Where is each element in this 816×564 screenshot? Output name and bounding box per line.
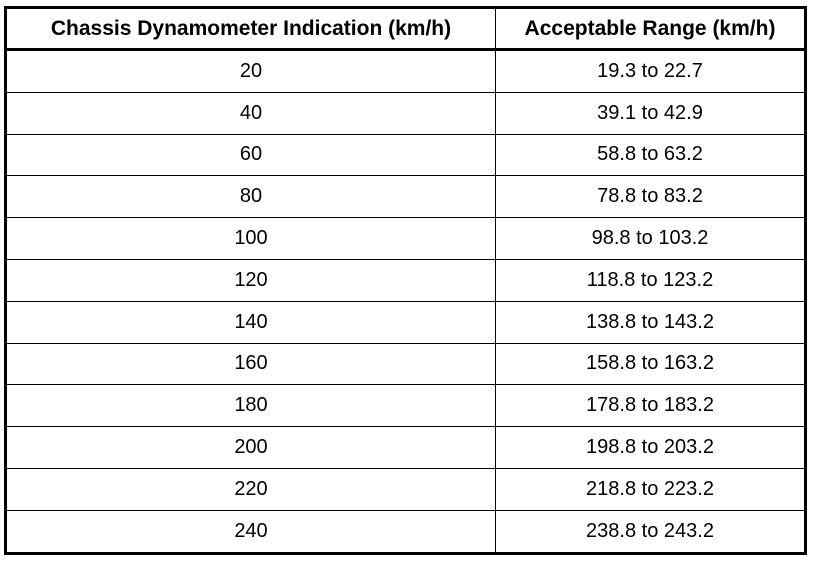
indication-cell: 80 xyxy=(5,175,496,219)
indication-cell: 160 xyxy=(5,342,496,386)
table-wrapper: Chassis Dynamometer Indication (km/h) Acc… xyxy=(4,6,807,555)
header-row: Chassis Dynamometer Indication (km/h) Acc… xyxy=(5,7,806,51)
indication-cell: 140 xyxy=(5,300,496,344)
table-row: 100 98.8 to 103.2 xyxy=(5,217,806,260)
header-cell: Chassis Dynamometer Indication (km/h) xyxy=(5,7,496,51)
table-row: 200 198.8 to 203.2 xyxy=(5,426,806,469)
header-cell: Acceptable Range (km/h) xyxy=(495,7,806,51)
range-cell: 198.8 to 203.2 xyxy=(495,426,806,469)
indication-cell: 220 xyxy=(5,467,496,511)
table-row: 140 138.8 to 143.2 xyxy=(5,300,806,344)
table-row: 240 238.8 to 243.2 xyxy=(5,509,806,554)
range-cell: 178.8 to 183.2 xyxy=(495,384,806,428)
indication-cell: 100 xyxy=(5,217,496,260)
range-cell: 39.1 to 42.9 xyxy=(495,91,806,135)
indication-cell: 200 xyxy=(5,426,496,469)
table-row: 120 118.8 to 123.2 xyxy=(5,258,806,302)
range-cell: 158.8 to 163.2 xyxy=(495,342,806,386)
table-row: 60 58.8 to 63.2 xyxy=(5,133,806,177)
range-cell: 138.8 to 143.2 xyxy=(495,300,806,344)
indication-cell: 20 xyxy=(5,49,496,93)
range-cell: 218.8 to 223.2 xyxy=(495,467,806,511)
table-row: 20 19.3 to 22.7 xyxy=(5,49,806,93)
range-cell: 58.8 to 63.2 xyxy=(495,133,806,177)
table-body: 20 19.3 to 22.7 40 39.1 to 42.9 60 58.8 to 63… xyxy=(5,49,806,554)
indication-cell: 120 xyxy=(5,258,496,302)
range-cell: 19.3 to 22.7 xyxy=(495,49,806,93)
range-cell: 78.8 to 83.2 xyxy=(495,175,806,219)
indication-cell: 60 xyxy=(5,133,496,177)
table-row: 160 158.8 to 163.2 xyxy=(5,342,806,386)
indication-cell: 40 xyxy=(5,91,496,135)
range-cell: 118.8 to 123.2 xyxy=(495,258,806,302)
range-cell: 238.8 to 243.2 xyxy=(495,509,806,554)
speed-table: Chassis Dynamometer Indication (km/h) Acc… xyxy=(4,6,807,555)
table-row: 80 78.8 to 83.2 xyxy=(5,175,806,219)
indication-cell: 180 xyxy=(5,384,496,428)
table-row: 180 178.8 to 183.2 xyxy=(5,384,806,428)
table-row: 40 39.1 to 42.9 xyxy=(5,91,806,135)
range-cell: 98.8 to 103.2 xyxy=(495,217,806,260)
table-row: 220 218.8 to 223.2 xyxy=(5,467,806,511)
indication-cell: 240 xyxy=(5,509,496,554)
